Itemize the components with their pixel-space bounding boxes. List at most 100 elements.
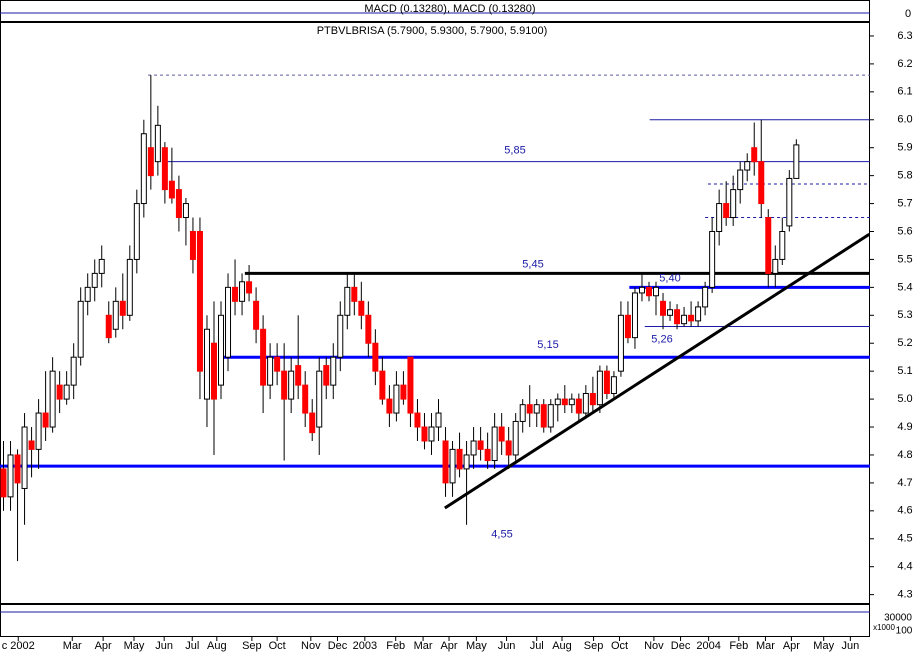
x-tick-label: Dec xyxy=(671,640,691,652)
trendline xyxy=(444,233,871,510)
candle-body xyxy=(91,272,98,288)
candle-body xyxy=(386,398,393,414)
candle-body xyxy=(653,286,660,297)
candle-body xyxy=(716,203,723,232)
candle-body xyxy=(161,147,168,191)
candle-body xyxy=(112,300,119,330)
x-tick-label: 2004 xyxy=(696,640,720,652)
candle-body xyxy=(379,370,386,400)
candle-body xyxy=(260,328,267,386)
candle-body xyxy=(189,230,196,260)
candle-body xyxy=(56,384,63,400)
y-tick-label: 4.7 xyxy=(897,477,912,489)
y-tick-label: 5.9 xyxy=(897,142,912,154)
candle-body xyxy=(337,314,344,358)
candle-body xyxy=(140,133,147,205)
y-tick-label: 5.2 xyxy=(897,337,912,349)
level-label: 5,26 xyxy=(651,333,672,345)
annotation: 4,55 xyxy=(491,529,512,541)
candle-body xyxy=(35,412,42,450)
candle-body xyxy=(253,300,260,330)
x-tick-label: Feb xyxy=(386,640,405,652)
candle-body xyxy=(512,420,519,456)
candle-body xyxy=(589,393,596,406)
candle-body xyxy=(309,412,316,434)
level-label: 5,85 xyxy=(504,145,525,157)
y-tick-label: 4.8 xyxy=(897,449,912,461)
candle-body xyxy=(316,370,323,428)
y-tick-label: 5.1 xyxy=(897,365,912,377)
candle-body xyxy=(414,412,421,428)
candle-body xyxy=(491,426,498,462)
y-tick-label: 4.6 xyxy=(897,505,912,517)
candle-body xyxy=(330,356,337,386)
candle-body xyxy=(49,370,56,428)
candle-body xyxy=(210,342,217,400)
candle-body xyxy=(730,189,737,219)
candle-body xyxy=(674,309,681,325)
candle-body xyxy=(218,314,225,386)
candle-body xyxy=(449,448,456,484)
y-tick-label: 5.0 xyxy=(897,393,912,405)
candle-body xyxy=(267,356,274,386)
candle-body xyxy=(358,300,365,316)
y-tick-label: 4.3 xyxy=(897,589,912,601)
candle-body xyxy=(554,398,561,406)
price-panel xyxy=(0,22,870,604)
candle-body xyxy=(779,230,786,260)
candle-body xyxy=(547,404,554,428)
x-tick-label: 2003 xyxy=(353,640,377,652)
candle-body xyxy=(631,292,638,339)
candle-body xyxy=(681,314,688,325)
candle-body xyxy=(463,454,470,470)
level-label: 5,40 xyxy=(659,272,680,284)
candle-body xyxy=(624,314,631,339)
candle-body xyxy=(540,404,547,428)
candle-body xyxy=(702,286,709,308)
candle-body xyxy=(400,384,407,400)
candle-body xyxy=(575,398,582,414)
candle-body xyxy=(470,440,477,456)
candle-body xyxy=(688,314,695,322)
candle-body xyxy=(737,169,744,191)
y-tick-label: 5.5 xyxy=(897,253,912,265)
x-tick-label: Apr xyxy=(783,640,800,652)
x-tick-label: Mar xyxy=(63,640,82,652)
candle-body xyxy=(21,426,28,489)
x-tick-label: Oct xyxy=(611,640,628,652)
candle-body xyxy=(295,365,302,386)
candle-body xyxy=(42,412,49,428)
candle-body xyxy=(393,384,400,414)
candle-body xyxy=(302,384,309,414)
candle-body xyxy=(477,440,484,450)
candle-body xyxy=(154,124,161,163)
macd-panel xyxy=(0,0,870,22)
x-tick-label: Apr xyxy=(440,640,457,652)
x-tick-label: May xyxy=(466,640,487,652)
candle-body xyxy=(7,454,14,498)
candle-body xyxy=(667,309,674,316)
candle-body xyxy=(793,144,800,179)
x-tick-label: Feb xyxy=(729,640,748,652)
x-tick-label: Nov xyxy=(644,640,664,652)
candle-body xyxy=(505,440,512,456)
candle-body xyxy=(786,177,793,227)
candle-body xyxy=(105,314,112,339)
x-tick-label: Nov xyxy=(301,640,321,652)
candle-body xyxy=(533,404,540,414)
candle-body xyxy=(0,468,7,498)
candle-body xyxy=(617,314,624,372)
candle-body xyxy=(568,398,575,406)
candle-body xyxy=(147,147,154,177)
candle-body xyxy=(421,426,428,442)
candle-body xyxy=(603,370,610,395)
candle-body xyxy=(428,426,435,442)
x-tick-label: Jun xyxy=(498,640,516,652)
candle-body xyxy=(695,306,702,322)
candle-body xyxy=(63,384,70,400)
candle-body xyxy=(119,300,126,316)
x-tick-label: May xyxy=(124,640,145,652)
y-tick-label: 6.1 xyxy=(897,86,912,98)
lower-unit: x1000 xyxy=(873,623,895,632)
candle-body xyxy=(526,404,533,414)
